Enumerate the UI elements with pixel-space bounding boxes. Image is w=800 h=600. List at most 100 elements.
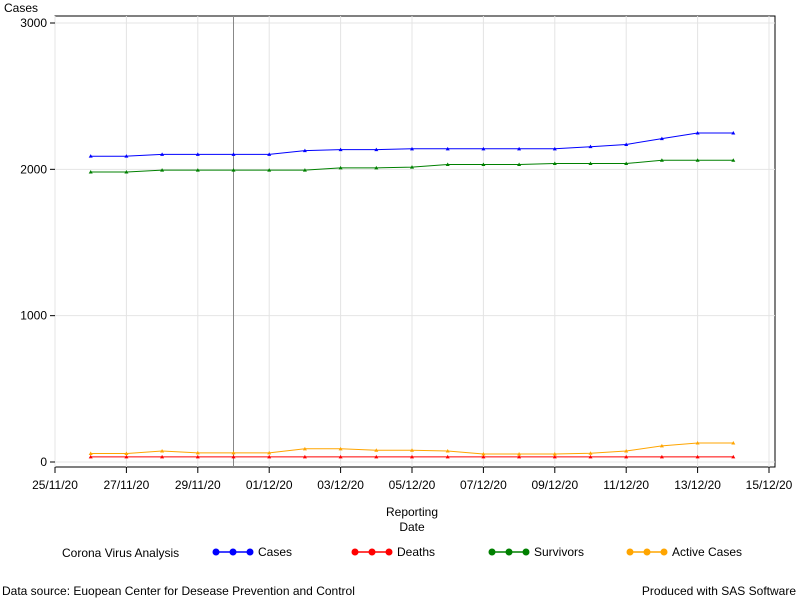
legend-swatch-marker	[488, 548, 496, 556]
x-tick-label: 11/12/20	[603, 478, 649, 492]
data-point	[517, 454, 522, 459]
data-point	[302, 168, 307, 172]
series-survivors	[88, 158, 736, 174]
data-point	[410, 454, 414, 459]
legend-swatch-marker	[385, 548, 393, 556]
series-active-cases	[88, 440, 736, 456]
x-tick-label: 29/11/20	[175, 478, 221, 492]
series-cases	[88, 131, 736, 158]
data-point	[88, 154, 93, 158]
data-point	[445, 454, 450, 459]
x-tick-label: 05/12/20	[389, 478, 436, 492]
y-tick-label: 0	[40, 455, 47, 469]
legend-swatch-marker	[351, 548, 359, 556]
x-tick-label: 27/11/20	[103, 478, 149, 492]
y-tick-label: 1000	[20, 309, 47, 323]
x-tick-label: 03/12/20	[317, 478, 364, 492]
data-point	[267, 450, 272, 455]
data-point	[410, 165, 414, 169]
data-point	[160, 152, 165, 156]
data-point	[160, 454, 165, 459]
legend-label: Active Cases	[672, 545, 742, 559]
data-point	[124, 454, 129, 459]
legend-swatch-marker	[626, 548, 634, 556]
data-point	[124, 169, 129, 174]
data-point	[160, 168, 165, 172]
data-point	[88, 169, 93, 174]
data-point	[481, 162, 486, 167]
legend-swatch-marker	[660, 548, 668, 556]
data-point	[588, 144, 593, 149]
data-point	[552, 451, 557, 456]
data-point	[267, 152, 272, 156]
data-point	[624, 161, 629, 165]
data-point	[588, 451, 593, 455]
data-point	[445, 449, 450, 453]
data-point	[374, 448, 379, 452]
footer-data-source: Data source: Euopean Center for Desease …	[2, 584, 355, 598]
x-tick-label: 01/12/20	[246, 478, 293, 492]
data-point	[731, 131, 736, 135]
legend-swatch-marker	[368, 548, 376, 556]
data-point	[88, 451, 93, 456]
data-point	[731, 454, 736, 459]
y-gridlines	[55, 22, 775, 463]
data-point	[695, 454, 700, 459]
data-point	[231, 168, 236, 172]
y-axis-ticks: 0 1000 2000 3000	[20, 16, 55, 469]
data-point	[624, 449, 629, 453]
data-point	[302, 148, 307, 153]
data-point	[338, 454, 343, 459]
legend-title: Corona Virus Analysis	[62, 546, 179, 560]
data-point	[231, 152, 236, 156]
data-point	[552, 454, 557, 459]
data-point	[552, 146, 557, 151]
data-point	[267, 454, 272, 459]
data-point	[124, 451, 129, 456]
legend-item: Cases	[212, 545, 292, 559]
data-point	[338, 147, 343, 152]
x-tick-label: 25/11/20	[32, 478, 78, 492]
data-point	[338, 446, 343, 451]
data-point	[124, 154, 129, 158]
data-point	[445, 146, 450, 151]
y-tick-label: 3000	[20, 16, 47, 30]
data-point	[410, 448, 414, 452]
data-point	[695, 158, 700, 162]
data-point	[302, 446, 307, 451]
data-point	[195, 168, 200, 172]
data-point	[374, 454, 379, 459]
data-point	[588, 454, 593, 459]
data-point	[588, 161, 593, 165]
legend-label: Cases	[258, 545, 292, 559]
y-tick-label: 2000	[20, 162, 47, 176]
data-point	[410, 146, 414, 151]
x-axis-ticks: 25/11/20 27/11/20 29/11/20 01/12/20 03/12/20…	[32, 467, 793, 492]
data-point	[88, 454, 93, 459]
data-point	[338, 165, 343, 170]
data-point	[695, 440, 700, 445]
data-point	[624, 454, 629, 459]
plot-area	[54, 15, 776, 468]
data-point	[231, 450, 236, 455]
legend-swatch-marker	[212, 548, 220, 556]
data-point	[445, 162, 450, 167]
data-point	[731, 440, 736, 445]
data-point	[517, 146, 522, 151]
legend-item: Survivors	[488, 545, 584, 559]
x-axis-label-line2: Date	[399, 520, 425, 534]
data-point	[695, 131, 700, 135]
legend-label: Deaths	[397, 545, 435, 559]
data-point	[659, 158, 664, 162]
data-point	[659, 454, 664, 459]
data-point	[552, 161, 557, 165]
x-tick-label: 15/12/20	[746, 478, 793, 492]
data-point	[481, 451, 486, 456]
y-axis-label: Cases	[4, 1, 38, 15]
data-point	[160, 449, 165, 453]
data-point	[731, 158, 736, 162]
legend-swatch-marker	[505, 548, 513, 556]
legend-swatch-marker	[643, 548, 651, 556]
data-point	[195, 454, 200, 459]
